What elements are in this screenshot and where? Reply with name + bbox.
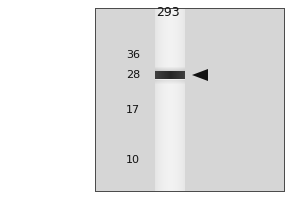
Text: 10: 10	[126, 155, 140, 165]
Text: 28: 28	[126, 70, 140, 80]
Text: 36: 36	[126, 50, 140, 60]
Text: 17: 17	[126, 105, 140, 115]
Polygon shape	[192, 69, 208, 81]
Text: 293: 293	[156, 5, 180, 19]
